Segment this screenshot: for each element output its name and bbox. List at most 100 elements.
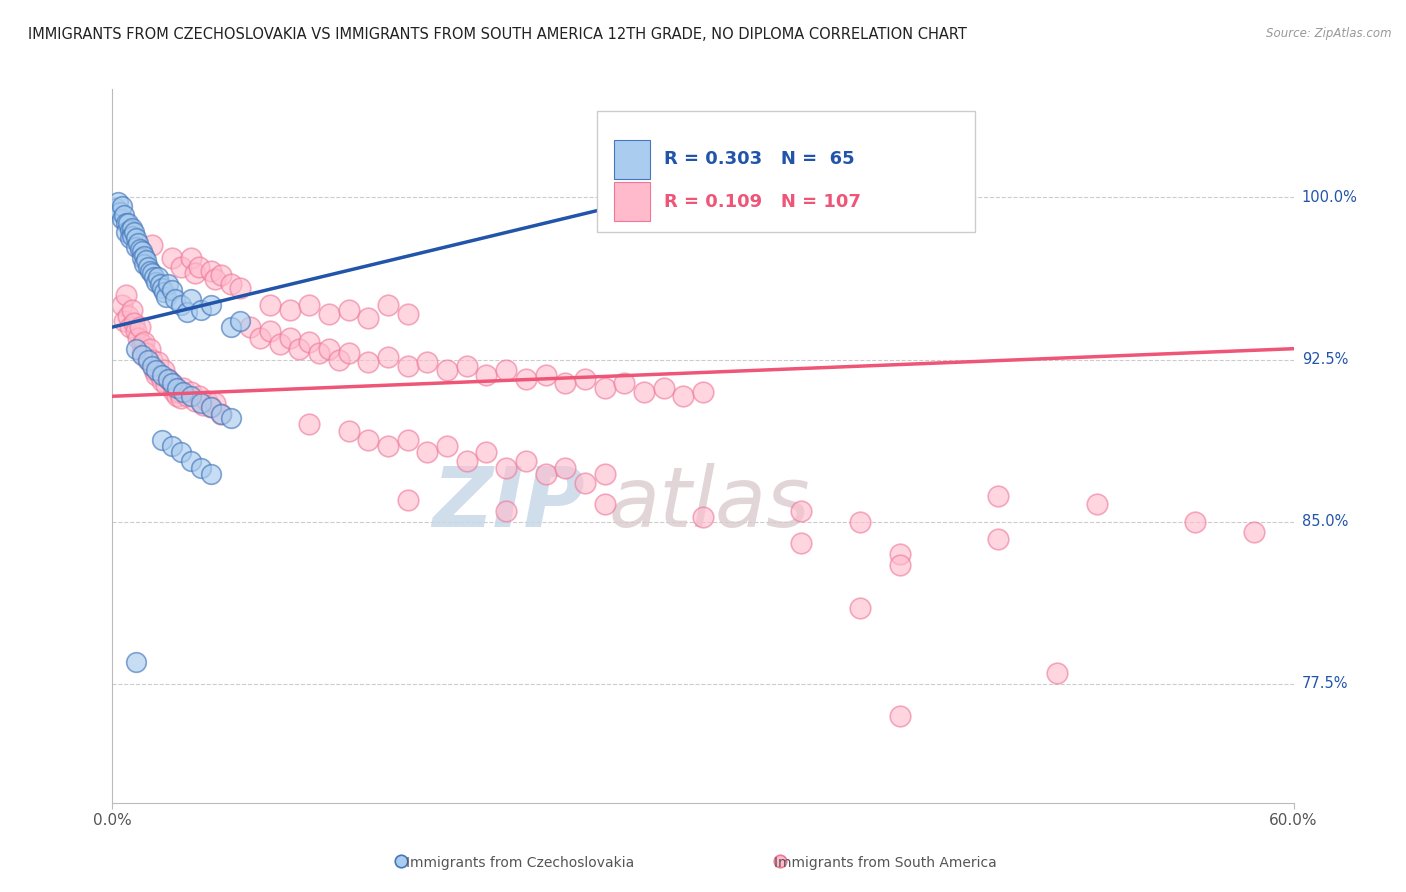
Point: [180, 292, 202, 306]
Point: [987, 489, 1010, 503]
Point: [288, 342, 311, 356]
Point: [229, 313, 252, 327]
Point: [150, 281, 173, 295]
Point: [110, 205, 132, 219]
Point: [135, 346, 157, 360]
Point: [849, 601, 872, 615]
Point: [122, 225, 145, 239]
Point: [298, 335, 321, 350]
Point: [112, 313, 135, 327]
Point: [191, 398, 214, 412]
Point: [204, 272, 226, 286]
Point: [141, 266, 163, 280]
Text: ZIP: ZIP: [432, 463, 585, 543]
Point: [456, 454, 478, 468]
Point: [117, 216, 139, 230]
Point: [200, 400, 222, 414]
Point: [180, 389, 202, 403]
Point: [131, 244, 153, 259]
Point: [593, 497, 616, 511]
Point: [170, 298, 193, 312]
Point: [278, 302, 301, 317]
Point: [156, 372, 179, 386]
Point: [436, 439, 458, 453]
Point: [790, 504, 813, 518]
Point: [337, 346, 360, 360]
Text: Source: ZipAtlas.com: Source: ZipAtlas.com: [1267, 27, 1392, 40]
Point: [278, 331, 301, 345]
Point: [170, 445, 193, 459]
Point: [127, 235, 149, 250]
Point: [195, 393, 218, 408]
Point: [318, 307, 340, 321]
Point: [112, 208, 135, 222]
Point: [219, 320, 242, 334]
Point: [121, 229, 143, 244]
Point: [574, 475, 596, 490]
Point: [141, 359, 163, 373]
Point: [139, 342, 162, 356]
Point: [131, 348, 153, 362]
Point: [152, 363, 174, 377]
Point: [692, 384, 714, 399]
Point: [160, 439, 183, 453]
Point: [170, 392, 193, 406]
Point: [111, 298, 134, 312]
Point: [200, 467, 222, 482]
Point: [146, 354, 169, 368]
Point: [111, 211, 134, 226]
Point: [456, 359, 478, 373]
Point: [377, 439, 399, 453]
Point: [149, 277, 172, 291]
Text: atlas: atlas: [609, 463, 810, 543]
Point: [149, 368, 172, 382]
Point: [200, 264, 222, 278]
Point: [120, 231, 142, 245]
Point: [328, 352, 350, 367]
Point: [136, 260, 159, 274]
Point: [219, 277, 242, 291]
Point: [111, 199, 134, 213]
Point: [117, 310, 139, 324]
Point: [184, 393, 207, 408]
Point: [180, 384, 202, 399]
Point: [132, 249, 155, 263]
Point: [475, 445, 498, 459]
Point: [160, 251, 183, 265]
Point: [166, 389, 188, 403]
Point: [145, 363, 167, 377]
Point: [165, 292, 187, 306]
Text: 92.5%: 92.5%: [1302, 352, 1348, 367]
Point: [141, 352, 163, 367]
Point: [229, 281, 252, 295]
Point: [209, 407, 232, 421]
Point: [987, 532, 1010, 546]
Point: [135, 253, 157, 268]
Point: [150, 433, 173, 447]
Point: [633, 384, 655, 399]
Point: [396, 359, 419, 373]
Point: [160, 376, 183, 391]
Point: [416, 445, 439, 459]
FancyBboxPatch shape: [614, 139, 650, 178]
Point: [145, 368, 167, 382]
Point: [156, 372, 179, 386]
Point: [337, 302, 360, 317]
Point: [209, 268, 232, 282]
Point: [121, 220, 143, 235]
Text: R = 0.303   N =  65: R = 0.303 N = 65: [664, 150, 855, 168]
Point: [357, 433, 380, 447]
Point: [574, 372, 596, 386]
Point: [105, 201, 128, 215]
Point: [166, 381, 188, 395]
Point: [249, 331, 271, 345]
Point: [132, 335, 155, 350]
Point: [259, 298, 281, 312]
Point: [146, 270, 169, 285]
Point: [209, 407, 232, 421]
Point: [139, 264, 162, 278]
Point: [554, 376, 576, 391]
Point: [889, 558, 911, 572]
Point: [136, 352, 159, 367]
Point: [188, 260, 211, 274]
